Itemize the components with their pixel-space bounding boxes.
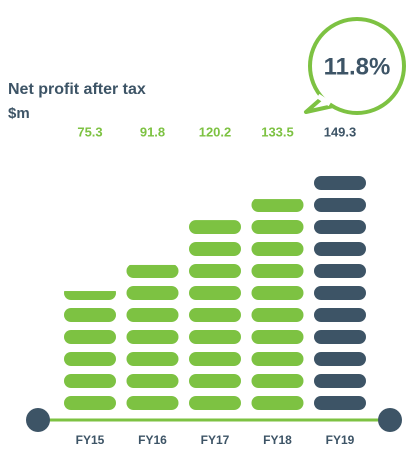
speech-bubble: 11.8% — [304, 17, 406, 115]
bar — [314, 174, 366, 410]
bar — [251, 199, 304, 410]
chart-subtitle: $m — [8, 105, 30, 122]
value-label: 75.3 — [77, 124, 102, 139]
bubble — [308, 17, 406, 115]
baseline-end — [26, 408, 50, 432]
x-tick-label: FY15 — [76, 433, 105, 447]
baseline-end — [378, 408, 402, 432]
value-label: 149.3 — [324, 124, 357, 139]
bubble-join — [316, 93, 332, 107]
chart-title: Net profit after tax — [8, 81, 146, 98]
bar — [64, 291, 116, 410]
x-tick-label: FY17 — [201, 433, 230, 447]
x-tick-label: FY16 — [138, 433, 167, 447]
value-label: 133.5 — [261, 124, 294, 139]
value-label: 91.8 — [140, 124, 165, 139]
bar — [189, 220, 241, 410]
value-label: 120.2 — [199, 124, 232, 139]
x-tick-label: FY18 — [263, 433, 292, 447]
x-tick-label: FY19 — [326, 433, 355, 447]
annotation: 11.8% — [324, 53, 391, 80]
bar — [126, 264, 179, 410]
